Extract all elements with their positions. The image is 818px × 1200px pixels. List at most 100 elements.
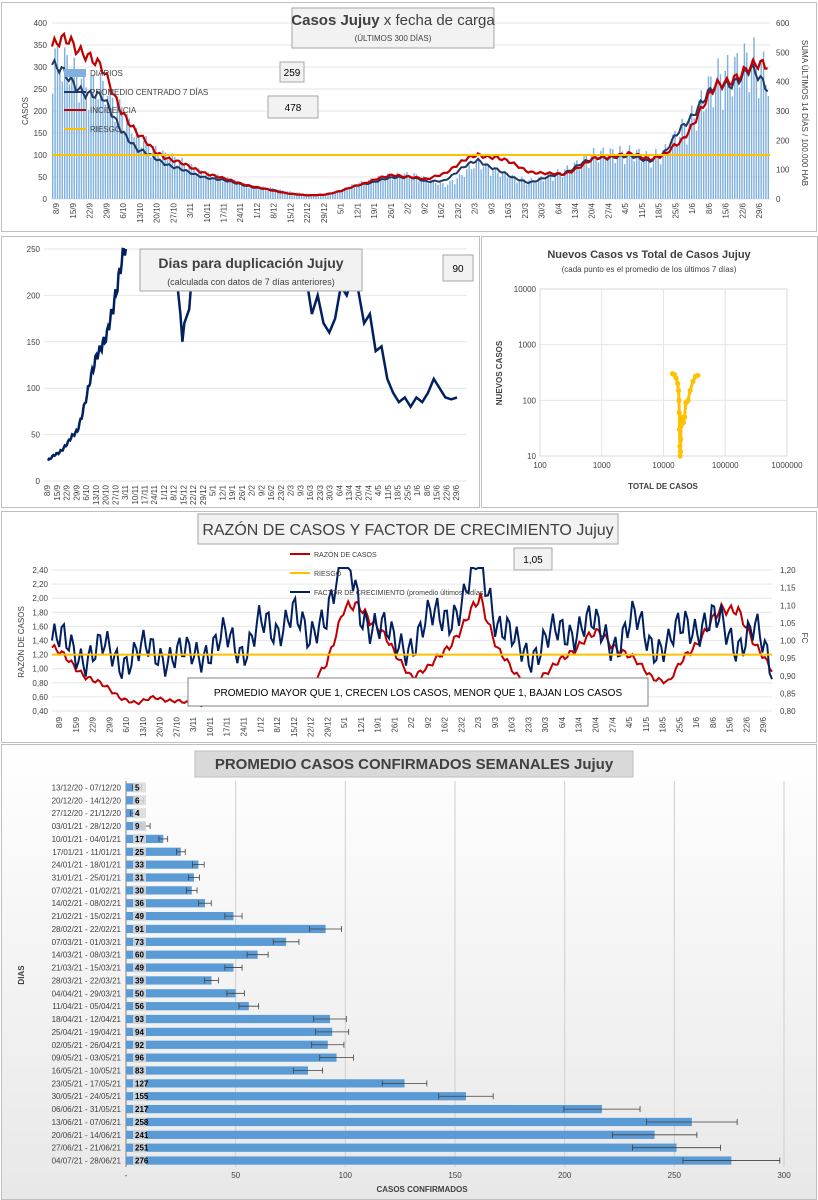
panel-casos: 0 50 100 150 200 250 300 350 400 0 100 200 300 400 500… bbox=[1, 2, 817, 232]
daily-bar bbox=[434, 183, 437, 199]
c1-xtick: 23/2 bbox=[454, 202, 463, 218]
daily-bar bbox=[346, 189, 348, 199]
daily-bar bbox=[669, 153, 671, 199]
daily-bar bbox=[571, 171, 573, 199]
daily-bar bbox=[592, 148, 595, 199]
c2-xtick: 23/3 bbox=[316, 484, 325, 500]
data-label: 92 bbox=[135, 1041, 144, 1050]
bar bbox=[126, 1092, 466, 1101]
c4-xtick: 22/12 bbox=[307, 716, 316, 737]
daily-bar bbox=[573, 162, 576, 199]
c2-xtick: 13/10 bbox=[92, 484, 101, 505]
daily-bar bbox=[607, 159, 609, 199]
c2-xtick: 20/4 bbox=[355, 484, 364, 500]
panel-razon: 0,40 0,60 0,80 1,00 1,20 1,40 1,60 1,80 2,00 2,20… bbox=[1, 511, 817, 743]
data-label-bg bbox=[133, 872, 146, 883]
daily-bar bbox=[621, 151, 624, 199]
data-label-bg bbox=[133, 975, 146, 986]
daily-bar bbox=[284, 192, 286, 199]
daily-bar bbox=[291, 192, 293, 199]
c1-xtick: 29/9 bbox=[102, 202, 111, 218]
daily-bar bbox=[190, 164, 193, 199]
c1-xtick: 9/3 bbox=[487, 202, 496, 214]
daily-bar bbox=[686, 144, 688, 199]
badge-box bbox=[267, 95, 319, 119]
daily-bar bbox=[470, 169, 473, 199]
daily-bar bbox=[336, 191, 339, 199]
y2-axis-label: SUMA ÚLTIMOS 14 DÍAS / 100.000 HAB bbox=[800, 40, 809, 186]
y-tick: 2,00 bbox=[32, 594, 48, 603]
daily-bar bbox=[66, 55, 68, 200]
daily-bar bbox=[427, 183, 430, 199]
daily-bar bbox=[614, 162, 616, 199]
data-label: 9 bbox=[135, 822, 140, 831]
daily-bar bbox=[640, 161, 643, 199]
daily-bar bbox=[674, 130, 676, 199]
category-label: 11/04/21 - 05/04/21 bbox=[52, 1002, 121, 1011]
daily-bar bbox=[724, 70, 726, 200]
daily-bar bbox=[317, 194, 320, 199]
duplicacion-line bbox=[304, 273, 458, 410]
c1-xtick: 16/2 bbox=[437, 202, 446, 218]
daily-bar bbox=[257, 189, 260, 199]
daily-bar bbox=[312, 194, 315, 199]
daily-bar bbox=[394, 174, 396, 199]
daily-bar bbox=[545, 179, 547, 199]
y2-tick: 0,90 bbox=[780, 672, 796, 681]
data-label-bg bbox=[133, 833, 146, 844]
daily-bar bbox=[188, 163, 190, 199]
badge-incidencia: 478 bbox=[285, 103, 302, 114]
c2-xtick: 17/11 bbox=[140, 484, 149, 504]
category-label: 28/03/21 - 22/03/21 bbox=[52, 976, 122, 985]
daily-bar bbox=[197, 168, 200, 199]
daily-bar bbox=[585, 155, 588, 199]
category-label: 31/01/21 - 25/01/21 bbox=[52, 874, 122, 883]
daily-bar bbox=[260, 186, 262, 199]
c4-xtick: 12/1 bbox=[357, 716, 366, 732]
c1-xtick: 29/12 bbox=[320, 202, 329, 223]
daily-bar bbox=[762, 51, 765, 199]
daily-bar bbox=[329, 194, 332, 199]
c4-xtick: 13/4 bbox=[575, 716, 584, 732]
daily-bar bbox=[262, 186, 265, 199]
daily-bar bbox=[588, 167, 590, 199]
c1-xtick: 29/6 bbox=[755, 202, 764, 218]
daily-bar bbox=[726, 54, 729, 200]
y-tick: 300 bbox=[34, 63, 48, 72]
c2-xtick: 2/2 bbox=[248, 484, 257, 496]
bar bbox=[126, 989, 236, 998]
daily-bar bbox=[95, 94, 97, 199]
y2-tick: 1,00 bbox=[780, 637, 796, 646]
y2-tick: 200 bbox=[776, 136, 790, 145]
title-box bbox=[139, 248, 363, 292]
daily-bar bbox=[439, 182, 442, 199]
category-label: 09/05/21 - 03/05/21 bbox=[52, 1054, 122, 1063]
legend-entry: INCIDENCIA bbox=[90, 106, 137, 115]
daily-bar bbox=[509, 178, 511, 199]
category-label: 28/02/21 - 22/02/21 bbox=[52, 925, 122, 934]
daily-bar bbox=[238, 184, 241, 199]
c4-xtick: 8/6 bbox=[709, 716, 718, 728]
c1-xtick: 9/2 bbox=[420, 202, 429, 214]
data-label: 4 bbox=[135, 809, 140, 818]
c4-xtick: 8/9 bbox=[55, 716, 64, 728]
daily-bar bbox=[150, 157, 152, 199]
daily-bar bbox=[430, 180, 432, 199]
daily-bar bbox=[626, 151, 628, 199]
daily-bar bbox=[714, 85, 717, 199]
data-label: 49 bbox=[135, 964, 144, 973]
legend-entry: RAZÓN DE CASOS bbox=[314, 550, 377, 559]
data-label: 30 bbox=[135, 886, 144, 895]
bar bbox=[126, 963, 234, 972]
data-label-bg bbox=[133, 1104, 146, 1115]
daily-bar bbox=[75, 73, 78, 199]
category-label: 07/02/21 - 01/02/21 bbox=[52, 886, 122, 895]
c4-xtick: 29/12 bbox=[323, 716, 332, 737]
data-label: 258 bbox=[135, 1118, 149, 1127]
daily-bar bbox=[547, 174, 549, 199]
category-label: 30/05/21 - 24/05/21 bbox=[52, 1092, 122, 1101]
daily-bar bbox=[315, 194, 317, 199]
daily-bar bbox=[54, 48, 56, 199]
daily-bar bbox=[418, 181, 420, 199]
daily-bar bbox=[104, 104, 107, 199]
